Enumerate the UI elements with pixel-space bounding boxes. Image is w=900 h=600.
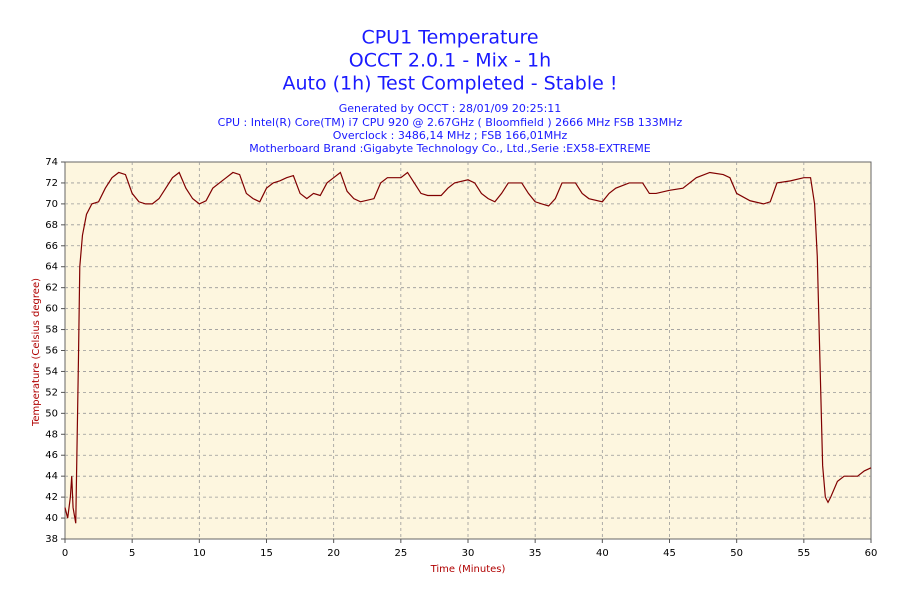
x-tick-label: 20 (327, 548, 340, 559)
x-tick-label: 40 (596, 548, 609, 559)
y-tick-label: 72 (45, 178, 58, 189)
chart-subtitle: OCCT 2.0.1 - Mix - 1h (349, 50, 551, 72)
info-line: Overclock : 3486,14 MHz ; FSB 166,01MHz (333, 129, 568, 142)
x-tick-label: 15 (260, 548, 273, 559)
y-tick-label: 44 (45, 471, 58, 482)
y-tick-label: 38 (45, 534, 58, 545)
x-tick-label: 60 (865, 548, 878, 559)
data-line (64, 171, 872, 524)
y-axis-label: Temperature (Celsius degree) (31, 278, 42, 427)
y-tick-label: 56 (45, 346, 58, 357)
x-tick-label: 25 (394, 548, 407, 559)
y-tick-label: 58 (45, 325, 58, 336)
y-tick-label: 48 (45, 429, 58, 440)
y-tick-label: 74 (45, 157, 58, 168)
chart-subtitle: Auto (1h) Test Completed - Stable ! (282, 73, 617, 95)
y-tick-label: 70 (45, 199, 58, 210)
info-line: Motherboard Brand :Gigabyte Technology C… (249, 142, 650, 155)
y-tick-label: 54 (45, 366, 58, 377)
y-tick-label: 68 (45, 220, 58, 231)
y-tick-label: 64 (45, 262, 58, 273)
x-tick-label: 5 (129, 548, 135, 559)
y-tick-label: 66 (45, 241, 58, 252)
x-tick-label: 55 (797, 548, 810, 559)
info-line: Generated by OCCT : 28/01/09 20:25:11 (339, 102, 562, 115)
y-tick-label: 62 (45, 283, 58, 294)
info-line: CPU : Intel(R) Core(TM) i7 CPU 920 @ 2.6… (218, 116, 683, 129)
x-tick-label: 0 (62, 548, 68, 559)
x-axis-label: Time (Minutes) (430, 564, 506, 575)
y-tick-label: 50 (45, 408, 58, 419)
y-tick-label: 60 (45, 304, 58, 315)
y-tick-label: 42 (45, 492, 58, 503)
chart-title: CPU1 Temperature (361, 27, 538, 49)
x-tick-label: 50 (730, 548, 743, 559)
x-tick-label: 10 (193, 548, 206, 559)
y-tick-label: 52 (45, 387, 58, 398)
y-tick-label: 46 (45, 450, 58, 461)
y-tick-label: 40 (45, 513, 58, 524)
x-tick-label: 35 (529, 548, 542, 559)
x-tick-label: 45 (663, 548, 676, 559)
x-tick-label: 30 (462, 548, 475, 559)
